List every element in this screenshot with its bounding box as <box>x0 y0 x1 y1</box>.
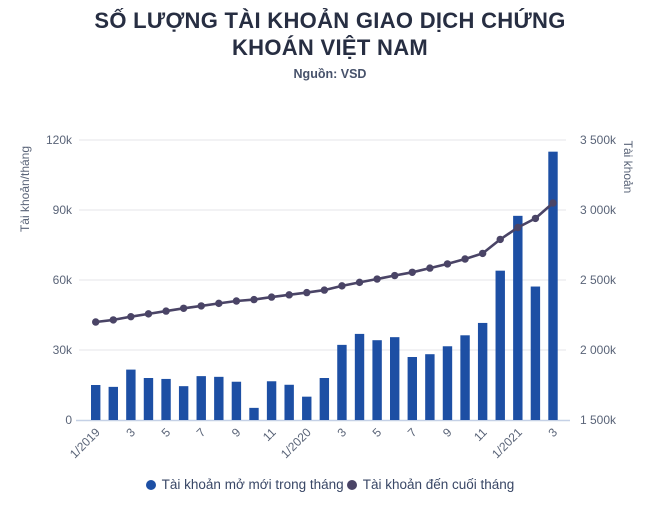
bar-3-2020[interactable] <box>337 344 347 420</box>
point-2-2019[interactable] <box>109 316 117 324</box>
x-axis-tick-label: 3 <box>123 425 138 440</box>
x-axis-tick-label: 5 <box>159 425 174 440</box>
bar-11-2019[interactable] <box>266 381 277 420</box>
x-axis-tick-label: 7 <box>194 425 209 440</box>
point-12-2020[interactable] <box>496 235 504 244</box>
legend-item-total-accounts[interactable]: Tài khoản đến cuối tháng <box>346 477 515 492</box>
point-9-2019[interactable] <box>232 297 241 305</box>
right-axis-tick-label: 3 500k <box>580 133 617 147</box>
point-6-2019[interactable] <box>179 304 188 312</box>
x-axis-tick-label: 1/2019 <box>67 425 103 461</box>
x-axis-tick-label: 11 <box>471 425 490 444</box>
bar-3-2019[interactable] <box>126 369 136 420</box>
bar-1-2021[interactable] <box>513 215 523 420</box>
total-accounts-line <box>95 202 554 324</box>
x-axis-tick-label: 1/2021 <box>489 425 525 461</box>
right-axis-tick-label: 2 000k <box>580 343 617 357</box>
bar-2-2020[interactable] <box>319 378 330 420</box>
left-axis-tick-label: 90k <box>53 203 73 217</box>
point-5-2020[interactable] <box>373 275 381 283</box>
right-axis-title: Tài khoản <box>621 141 635 194</box>
point-10-2019[interactable] <box>250 295 258 304</box>
x-axis-tick-label: 1/2020 <box>278 425 314 461</box>
left-axis-tick-label: 30k <box>53 343 73 357</box>
bar-10-2019[interactable] <box>249 407 259 420</box>
point-6-2020[interactable] <box>391 271 399 280</box>
point-10-2020[interactable] <box>461 255 469 263</box>
point-3-2020[interactable] <box>338 282 346 290</box>
point-5-2019[interactable] <box>162 307 170 315</box>
bar-12-2020[interactable] <box>495 270 505 420</box>
left-axis-tick-label: 0 <box>65 413 72 427</box>
left-axis-tick-label: 60k <box>53 273 73 287</box>
bar-4-2019[interactable] <box>143 378 154 420</box>
x-axis-tick-label: 3 <box>545 425 560 440</box>
point-1-2021[interactable] <box>514 223 522 232</box>
left-axis-title: Tài khoản/tháng <box>18 146 32 232</box>
x-axis-tick-label: 9 <box>440 425 455 440</box>
point-8-2020[interactable] <box>426 264 434 272</box>
point-9-2020[interactable] <box>443 260 452 268</box>
point-7-2020[interactable] <box>408 268 416 276</box>
point-3-2021[interactable] <box>549 199 557 207</box>
right-axis-tick-label: 3 000k <box>580 203 617 217</box>
bar-2-2019[interactable] <box>108 386 118 420</box>
bar-6-2019[interactable] <box>178 386 189 420</box>
bar-4-2020[interactable] <box>354 333 365 420</box>
bar-series-legend-dot-icon <box>145 479 156 490</box>
combo-chart-canvas: 0 1 500k 30k 2 000k 60k 2 500k 90k 3 000k 120k 3 … <box>18 133 635 461</box>
x-axis-tick-label: 3 <box>334 425 349 440</box>
bar-7-2019[interactable] <box>196 376 206 420</box>
bar-1-2019[interactable] <box>91 385 101 420</box>
point-7-2019[interactable] <box>197 302 205 310</box>
legend-label: Tài khoản mở mới trong tháng <box>161 477 344 492</box>
bar-12-2019[interactable] <box>284 384 294 420</box>
point-1-2019[interactable] <box>92 318 100 326</box>
page-title: SỐ LƯỢNG TÀI KHOẢN GIAO DỊCH CHỨNG KHOÁN… <box>94 8 566 60</box>
x-axis-tick-label: 7 <box>405 425 420 440</box>
bar-11-2020[interactable] <box>477 322 488 420</box>
bar-6-2020[interactable] <box>390 337 400 420</box>
right-axis-tick-label: 2 500k <box>580 273 617 287</box>
bar-8-2019[interactable] <box>214 376 224 420</box>
x-axis-tick-label: 5 <box>370 425 385 440</box>
chart-source-subtitle: Nguồn: VSD <box>293 66 367 81</box>
legend-label: Tài khoản đến cuối tháng <box>362 477 515 492</box>
bar-10-2020[interactable] <box>460 335 470 420</box>
x-axis-tick-label: 9 <box>229 425 244 440</box>
line-series-legend-dot-icon <box>346 479 357 490</box>
bar-9-2020[interactable] <box>442 346 453 420</box>
point-2-2020[interactable] <box>320 286 329 294</box>
x-axis-tick-label: 11 <box>260 425 279 444</box>
point-4-2019[interactable] <box>144 310 153 318</box>
point-8-2019[interactable] <box>215 299 223 308</box>
bar-1-2020[interactable] <box>302 396 312 420</box>
point-11-2019[interactable] <box>267 293 276 301</box>
bar-8-2020[interactable] <box>425 354 435 420</box>
point-4-2020[interactable] <box>355 278 364 287</box>
bar-9-2019[interactable] <box>231 381 242 420</box>
point-2-2021[interactable] <box>531 214 540 223</box>
right-axis-tick-label: 1 500k <box>580 413 617 427</box>
left-axis-tick-label: 120k <box>46 133 73 147</box>
bar-5-2020[interactable] <box>372 340 382 420</box>
point-11-2020[interactable] <box>478 249 487 258</box>
point-12-2019[interactable] <box>285 291 293 299</box>
point-3-2019[interactable] <box>127 312 135 321</box>
page: { "page": { "title": "SỐ LƯỢNG TÀI KHOẢN… <box>0 8 660 513</box>
legend-item-new-accounts[interactable]: Tài khoản mở mới trong tháng <box>145 477 344 492</box>
point-1-2020[interactable] <box>303 288 311 297</box>
bar-3-2021[interactable] <box>548 151 558 420</box>
bar-5-2019[interactable] <box>161 378 171 420</box>
bar-7-2020[interactable] <box>407 357 417 420</box>
chart-legend: Tài khoản mở mới trong tháng Tài khoản đ… <box>0 477 660 492</box>
bar-2-2021[interactable] <box>530 286 541 420</box>
